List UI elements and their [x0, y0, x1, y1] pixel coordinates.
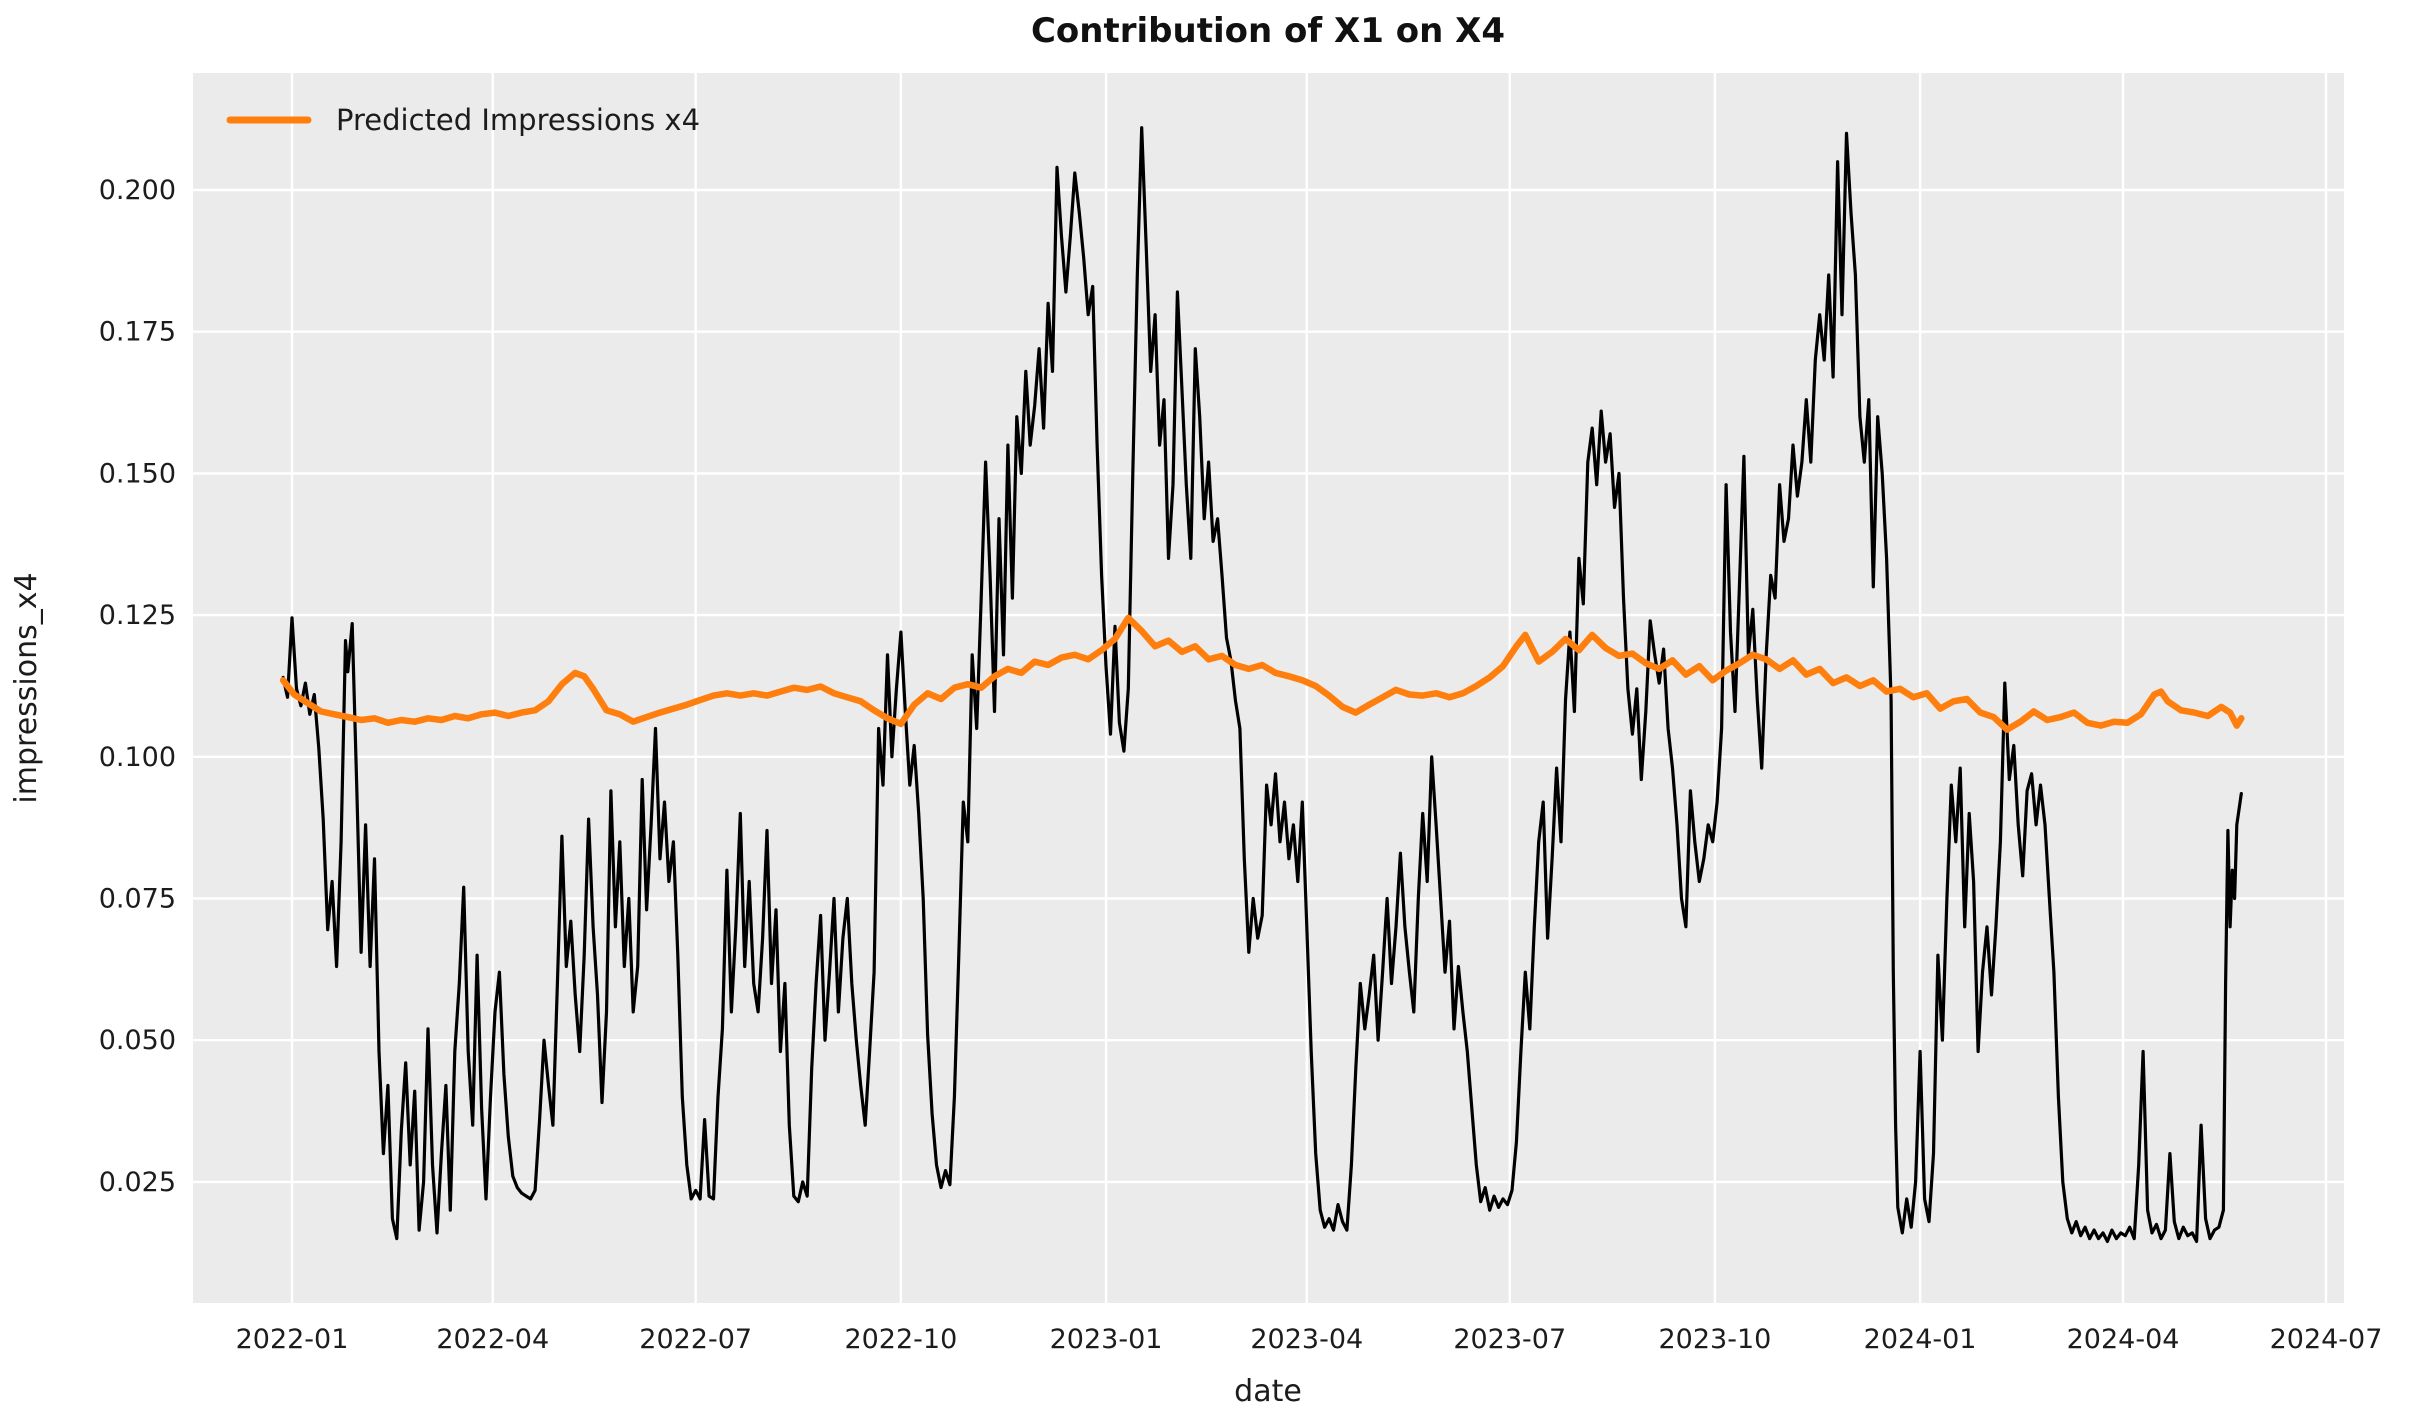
- y-tick-label: 0.175: [99, 317, 176, 348]
- x-tick-label: 2022-07: [639, 1324, 752, 1355]
- x-tick-label: 2023-01: [1050, 1324, 1163, 1355]
- x-tick-label: 2024-04: [2067, 1324, 2180, 1355]
- plot-area: [193, 73, 2344, 1303]
- x-tick-label: 2024-01: [1864, 1324, 1977, 1355]
- x-tick-label: 2023-10: [1659, 1324, 1772, 1355]
- x-tick-label: 2024-07: [2270, 1324, 2383, 1355]
- y-axis-label: impressions_x4: [9, 572, 44, 803]
- legend-label: Predicted Impressions x4: [336, 103, 700, 137]
- chart-title: Contribution of X1 on X4: [1031, 11, 1505, 51]
- y-tick-labels: 0.025 0.050 0.075 0.100 0.125 0.150 0.175 0.200: [99, 175, 176, 1198]
- y-tick-label: 0.075: [99, 884, 176, 915]
- x-tick-label: 2022-04: [436, 1324, 549, 1355]
- series-actual-line: [281, 126, 2243, 1243]
- data-series: [279, 126, 2245, 1243]
- x-tick-labels: 2022-01 2022-04 2022-07 2022-10 2023-01 2023-…: [236, 1324, 2383, 1355]
- x-tick-label: 2023-07: [1453, 1324, 1566, 1355]
- grid-lines: [193, 73, 2344, 1303]
- y-tick-label: 0.050: [99, 1025, 176, 1056]
- y-tick-label: 0.200: [99, 175, 176, 206]
- y-tick-label: 0.150: [99, 458, 176, 489]
- x-axis-label: date: [1234, 1374, 1302, 1409]
- y-tick-label: 0.125: [99, 600, 176, 631]
- x-tick-label: 2022-01: [236, 1324, 349, 1355]
- x-tick-label: 2023-04: [1250, 1324, 1363, 1355]
- series-predicted-line: [279, 614, 2245, 733]
- x-tick-label: 2022-10: [844, 1324, 957, 1355]
- y-tick-label: 0.100: [99, 742, 176, 773]
- legend: Predicted Impressions x4: [226, 103, 700, 137]
- y-tick-label: 0.025: [99, 1167, 176, 1198]
